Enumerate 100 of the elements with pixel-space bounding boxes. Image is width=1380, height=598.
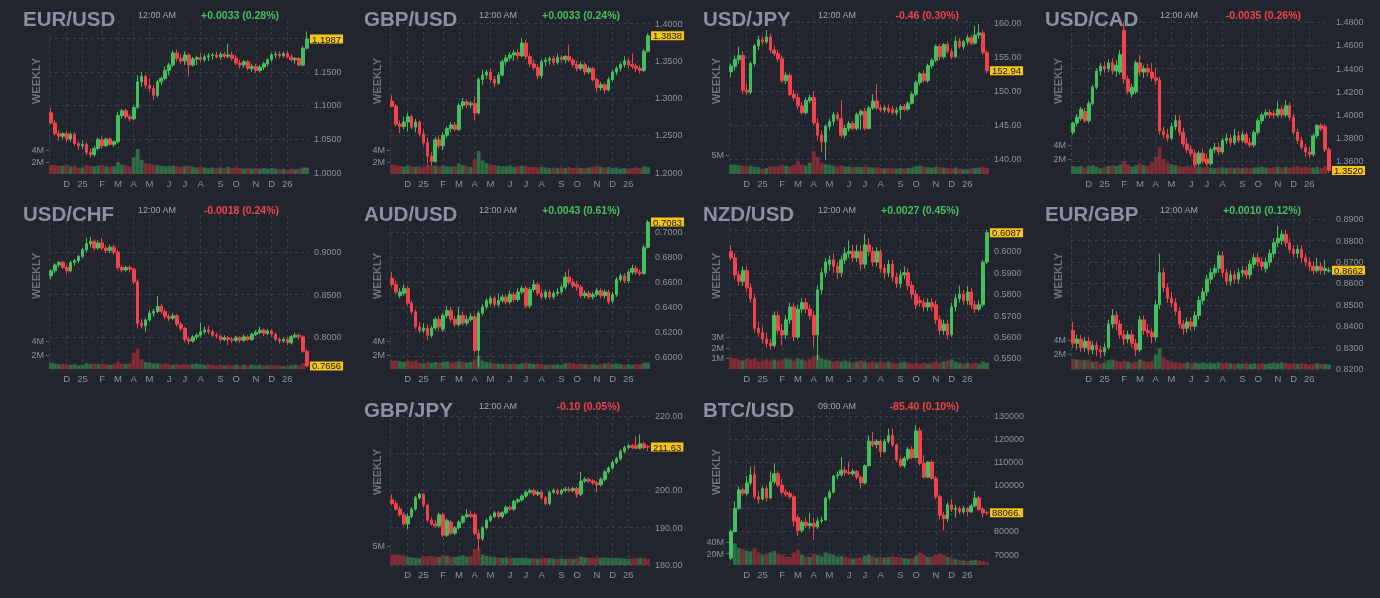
y-tick-label: 180.00	[655, 560, 683, 570]
x-tick-label: N	[593, 177, 601, 189]
x-tick-label: D	[268, 177, 276, 189]
text: -85.40 (0.10%)	[889, 399, 960, 412]
x-tick-label: S	[558, 568, 565, 580]
chart-title: BTC/USD	[703, 398, 795, 421]
x-tick-label: N	[932, 177, 940, 189]
text: WEEKLY	[371, 448, 383, 496]
x-tick-label: M	[793, 372, 802, 384]
x-tick-label: 26	[623, 177, 634, 189]
y-tick-label: 1.4000	[1336, 109, 1364, 120]
x-tick-label: F	[1121, 372, 1128, 384]
chart-title: NZD/USD	[703, 202, 795, 225]
x-tick-label: S	[217, 372, 224, 384]
x-tick-label: O	[912, 177, 920, 189]
y2-tick-label: 4M	[372, 336, 385, 346]
x-tick-label: O	[232, 177, 240, 189]
x-tick-label: N	[932, 568, 940, 580]
x-tick-label: J	[182, 372, 188, 384]
text: 0.8662	[1334, 264, 1364, 276]
x-tick-label: M	[454, 177, 463, 189]
x-tick-label: D	[63, 177, 71, 189]
y-tick-label: 200.00	[655, 485, 683, 496]
x-tick-label: F	[99, 177, 106, 189]
x-tick-label: J	[523, 372, 529, 384]
text: WEEKLY	[710, 57, 722, 105]
x-tick-label: J	[846, 372, 852, 384]
y2-tick-label: 20M	[706, 548, 724, 559]
chart-subtitle: 12:00 AM	[138, 204, 177, 215]
y2-tick-label: 5M	[711, 150, 724, 161]
x-tick-label: S	[897, 372, 904, 384]
x-tick-label: O	[573, 177, 581, 189]
chart-title: USD/CHF	[23, 202, 115, 225]
x-tick-label: N	[1274, 177, 1282, 189]
x-tick-label: D	[609, 568, 617, 580]
x-tick-label: M	[486, 568, 495, 580]
x-tick-label: O	[573, 372, 581, 384]
x-tick-label: A	[197, 372, 205, 384]
x-tick-label: M	[793, 177, 802, 189]
x-tick-label: F	[440, 177, 447, 189]
text: WEEKLY	[1052, 252, 1064, 300]
y-tick-label: 155.00	[994, 51, 1022, 62]
text: WEEKLY	[710, 252, 722, 300]
x-tick-label: F	[779, 568, 786, 580]
x-tick-label: A	[471, 177, 479, 189]
x-tick-label: 25	[757, 177, 768, 189]
y-tick-label: 190.00	[655, 522, 683, 533]
x-tick-label: M	[825, 177, 834, 189]
y2-tick-label: 4M	[31, 336, 44, 346]
x-tick-label: 26	[962, 177, 973, 189]
x-tick-label: A	[877, 177, 885, 189]
text: WEEKLY	[710, 448, 722, 496]
y2-tick-label: 5M	[372, 541, 385, 552]
y-tick-label: 0.6000	[655, 351, 683, 362]
x-tick-label: M	[145, 372, 154, 384]
x-tick-label: M	[454, 372, 463, 384]
y2-tick-label: 2M	[372, 157, 385, 168]
x-tick-label: 25	[418, 568, 429, 580]
chart-subtitle: 12:00 AM	[1160, 204, 1199, 215]
y-tick-label: 1.4000	[655, 18, 683, 29]
y-tick-label: 0.8000	[314, 331, 342, 342]
y-tick-label: 160.00	[994, 17, 1022, 28]
x-tick-label: J	[862, 177, 868, 189]
x-tick-label: S	[558, 177, 565, 189]
x-tick-label: F	[1121, 177, 1128, 189]
x-tick-label: M	[793, 568, 802, 580]
chart-title: USD/CAD	[1045, 7, 1139, 30]
x-tick-label: A	[538, 568, 546, 580]
x-tick-label: A	[810, 372, 818, 384]
x-tick-label: J	[166, 372, 172, 384]
annotation: +0.0043 (0.61%)	[542, 203, 621, 216]
text: 0.6087	[992, 227, 1022, 239]
x-tick-label: 25	[757, 568, 768, 580]
y-tick-label: 0.8800	[1336, 235, 1364, 246]
y2-tick-label: 2M	[31, 157, 44, 168]
text: WEEKLY	[1052, 57, 1064, 105]
x-tick-label: 25	[77, 177, 88, 189]
y-tick-label: 1.3000	[655, 93, 683, 104]
x-tick-label: A	[1219, 177, 1227, 189]
x-tick-label: F	[779, 372, 786, 384]
x-tick-label: D	[948, 568, 956, 580]
x-tick-label: J	[507, 177, 513, 189]
y-tick-label: 1.3800	[1336, 133, 1364, 144]
y2-tick-label: 2M	[1053, 349, 1066, 360]
x-tick-label: F	[440, 372, 447, 384]
x-tick-label: A	[1152, 372, 1160, 384]
x-tick-label: N	[252, 372, 260, 384]
x-tick-label: O	[912, 568, 920, 580]
x-tick-label: J	[846, 177, 852, 189]
x-tick-label: J	[523, 568, 529, 580]
x-tick-label: N	[252, 177, 260, 189]
x-tick-label: S	[897, 177, 904, 189]
y-tick-label: 0.5500	[994, 353, 1022, 364]
chart-title: AUD/USD	[364, 202, 458, 225]
x-tick-label: O	[1254, 177, 1262, 189]
chart-subtitle: 12:00 AM	[479, 400, 518, 411]
y-tick-label: 0.8300	[1336, 342, 1364, 353]
text: WEEKLY	[30, 252, 42, 300]
y-tick-label: 0.6000	[994, 246, 1022, 257]
x-tick-label: J	[507, 372, 513, 384]
